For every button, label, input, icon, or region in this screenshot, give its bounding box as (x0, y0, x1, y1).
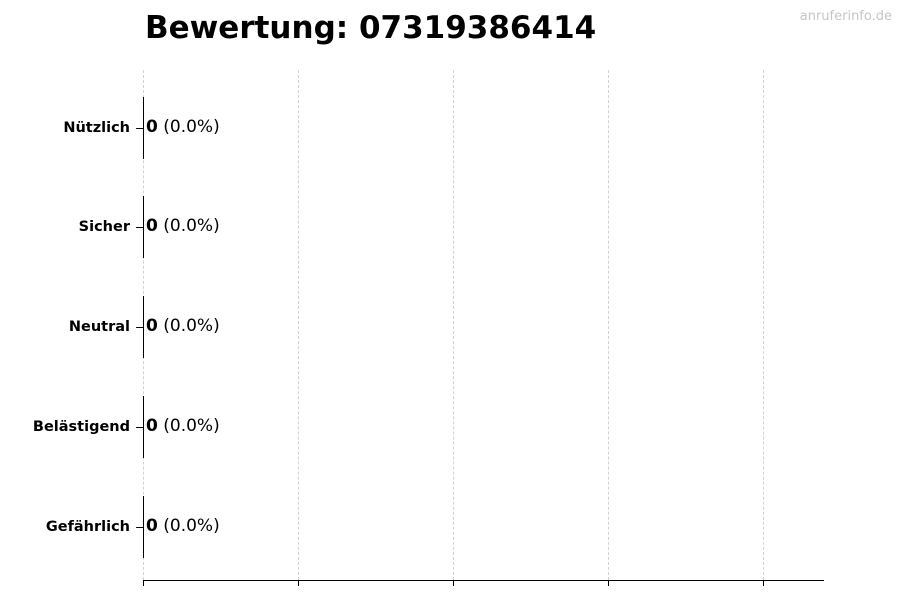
gridline-x-3 (608, 70, 609, 580)
y-axis-label-gefaehrlich: Gefährlich (45, 519, 130, 535)
bar-belaestigend (143, 396, 144, 458)
y-axis-label-sicher: Sicher (78, 219, 130, 235)
y-axis-tick-neutral (136, 327, 143, 328)
x-axis-tick-0 (143, 580, 144, 586)
y-axis-tick-gefaehrlich (136, 527, 143, 528)
bar-count-sicher: 0 (146, 216, 158, 236)
bar-percent-belaestigend: (0.0%) (157, 416, 220, 436)
gridline-x-4 (763, 70, 764, 580)
x-axis-tick-1 (298, 580, 299, 586)
y-axis-label-neutral: Neutral (68, 319, 130, 335)
bar-percent-sicher: (0.0%) (157, 216, 220, 236)
bar-percent-neutral: (0.0%) (157, 316, 220, 336)
x-axis-tick-3 (608, 580, 609, 586)
y-axis-label-nuetzlich: Nützlich (63, 120, 130, 136)
bar-count-gefaehrlich: 0 (146, 516, 158, 536)
bar-nuetzlich (143, 97, 144, 159)
bar-neutral (143, 296, 144, 358)
x-axis-tick-4 (763, 580, 764, 586)
bar-count-neutral: 0 (146, 316, 158, 336)
bar-value-label-nuetzlich: 0 (0.0%) (146, 118, 220, 136)
bar-percent-nuetzlich: (0.0%) (157, 117, 220, 137)
y-axis-label-belaestigend: Belästigend (32, 419, 130, 435)
bar-count-belaestigend: 0 (146, 416, 158, 436)
y-axis-tick-sicher (136, 227, 143, 228)
bar-value-label-sicher: 0 (0.0%) (146, 217, 220, 235)
y-axis-tick-nuetzlich (136, 128, 143, 129)
y-axis-tick-belaestigend (136, 427, 143, 428)
bar-count-nuetzlich: 0 (146, 117, 158, 137)
plot-area (143, 70, 823, 580)
bar-value-label-belaestigend: 0 (0.0%) (146, 417, 220, 435)
bar-sicher (143, 196, 144, 258)
bar-value-label-neutral: 0 (0.0%) (146, 317, 220, 335)
x-axis-line (143, 580, 824, 581)
bar-value-label-gefaehrlich: 0 (0.0%) (146, 517, 220, 535)
bar-percent-gefaehrlich: (0.0%) (157, 516, 220, 536)
site-watermark: anruferinfo.de (799, 9, 892, 24)
gridline-x-2 (453, 70, 454, 580)
bar-gefaehrlich (143, 496, 144, 558)
x-axis-tick-2 (453, 580, 454, 586)
gridline-x-1 (298, 70, 299, 580)
page-title: Bewertung: 07319386414 (145, 10, 597, 46)
